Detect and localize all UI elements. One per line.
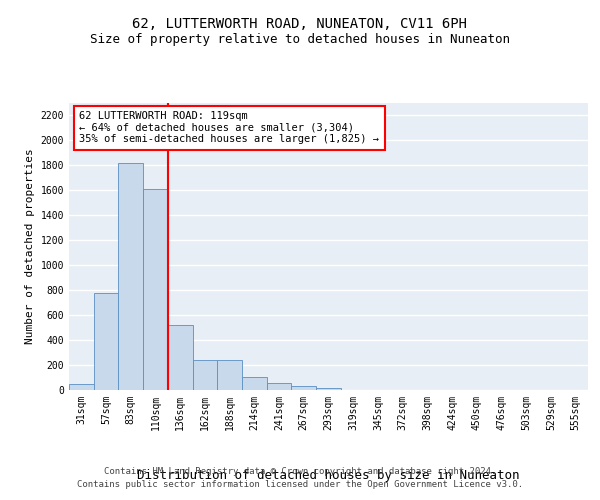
Y-axis label: Number of detached properties: Number of detached properties	[25, 148, 35, 344]
X-axis label: Distribution of detached houses by size in Nuneaton: Distribution of detached houses by size …	[137, 469, 520, 482]
Bar	[94, 293, 118, 390]
Text: Contains public sector information licensed under the Open Government Licence v3: Contains public sector information licen…	[77, 480, 523, 489]
Bar	[292, 386, 316, 390]
Bar	[143, 188, 168, 390]
Bar	[242, 377, 267, 390]
Bar	[193, 360, 217, 390]
Bar	[168, 325, 193, 390]
Bar	[217, 360, 242, 390]
Bar	[267, 383, 292, 390]
Text: 62 LUTTERWORTH ROAD: 119sqm
← 64% of detached houses are smaller (3,304)
35% of : 62 LUTTERWORTH ROAD: 119sqm ← 64% of det…	[79, 111, 379, 144]
Text: Contains HM Land Registry data © Crown copyright and database right 2024.: Contains HM Land Registry data © Crown c…	[104, 467, 496, 476]
Bar	[69, 384, 94, 390]
Text: 62, LUTTERWORTH ROAD, NUNEATON, CV11 6PH: 62, LUTTERWORTH ROAD, NUNEATON, CV11 6PH	[133, 18, 467, 32]
Text: Size of property relative to detached houses in Nuneaton: Size of property relative to detached ho…	[90, 32, 510, 46]
Bar	[316, 388, 341, 390]
Bar	[118, 162, 143, 390]
